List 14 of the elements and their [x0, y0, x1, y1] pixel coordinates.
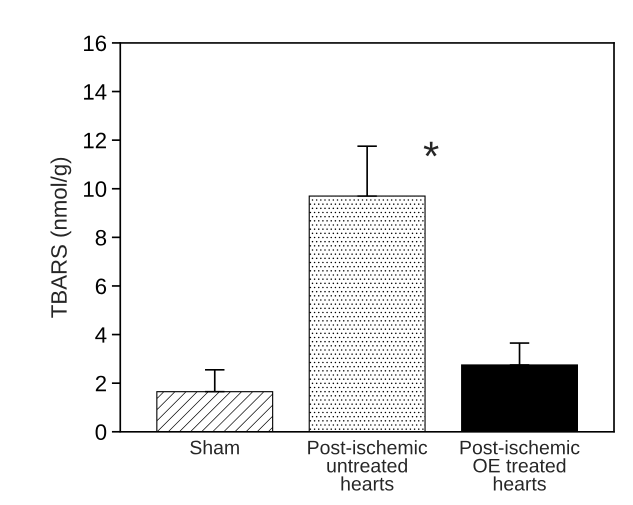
x-tick-label: Post-ischemic untreated hearts [308, 440, 428, 491]
y-tick-label: 16 [84, 35, 106, 52]
y-tick-label: 14 [84, 84, 106, 100]
x-tick-label: Sham [190, 440, 239, 454]
y-axis-title: TBARS (nmol/g) [50, 158, 72, 318]
annotation: * [424, 142, 439, 156]
x-tick-label: Post-ischemic OE treated hearts [460, 440, 580, 491]
y-tick-label: 6 [96, 278, 106, 294]
y-tick-label: 12 [84, 132, 106, 148]
y-tick-label: 4 [95, 327, 106, 343]
y-tick-label: 8 [96, 230, 106, 246]
y-tick-label: 0 [96, 424, 106, 440]
y-tick-label: 2 [96, 376, 106, 392]
y-tick-label: 10 [84, 181, 106, 198]
